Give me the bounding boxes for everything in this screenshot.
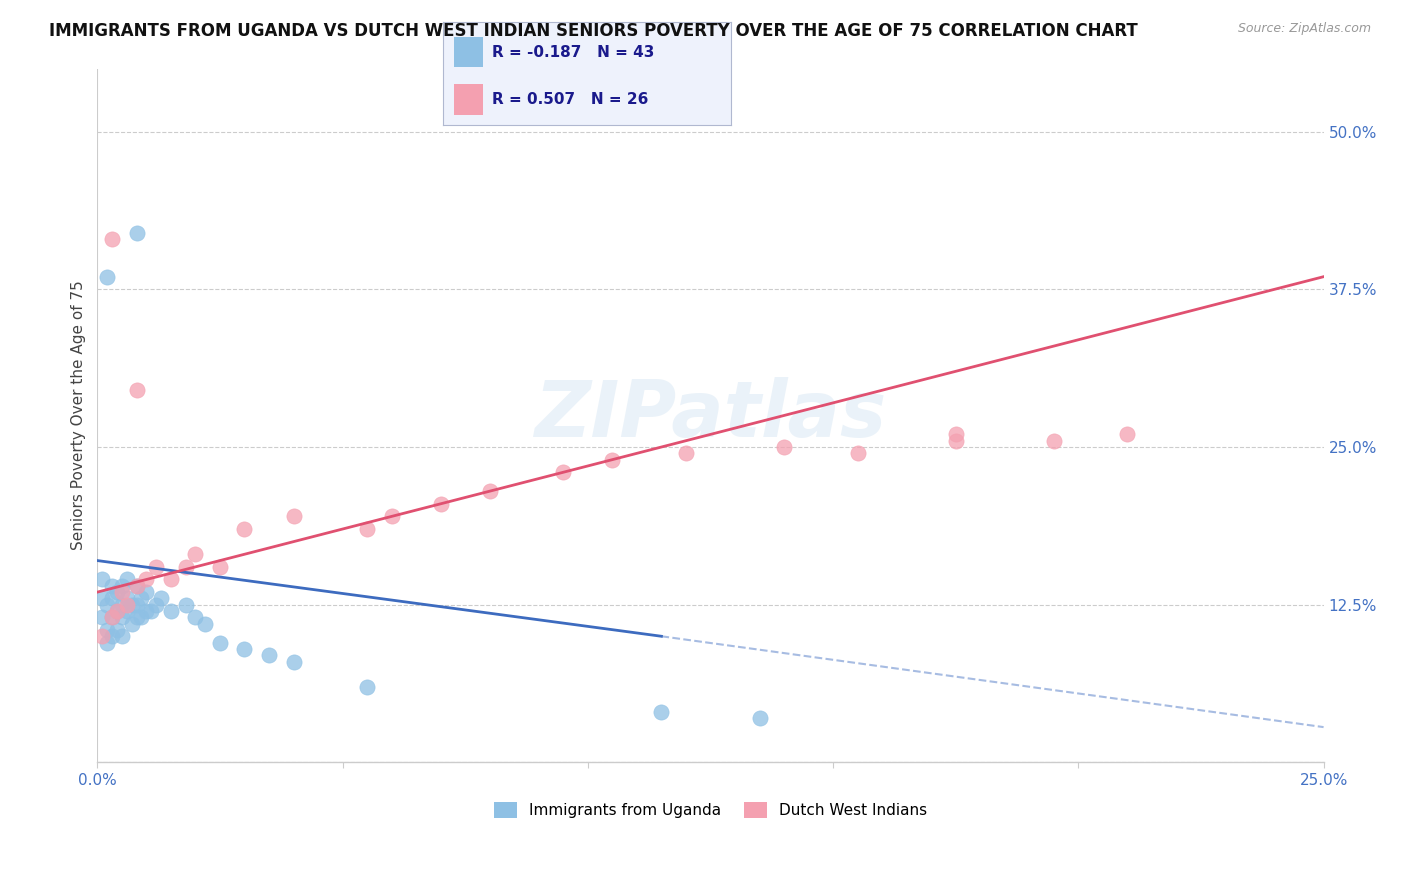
Point bbox=[429, 497, 451, 511]
Point bbox=[160, 573, 183, 587]
Point bbox=[748, 711, 770, 725]
Point bbox=[101, 610, 124, 624]
Point bbox=[208, 560, 231, 574]
Point bbox=[115, 573, 138, 587]
Point bbox=[125, 598, 148, 612]
Text: R = -0.187   N = 43: R = -0.187 N = 43 bbox=[492, 45, 654, 60]
Point bbox=[125, 383, 148, 397]
Text: Source: ZipAtlas.com: Source: ZipAtlas.com bbox=[1237, 22, 1371, 36]
Point bbox=[111, 598, 134, 612]
Point bbox=[945, 434, 967, 448]
Point bbox=[381, 509, 404, 524]
Point bbox=[115, 591, 138, 606]
Point bbox=[233, 641, 256, 656]
Point bbox=[105, 623, 128, 637]
Point bbox=[184, 547, 207, 561]
Point bbox=[125, 610, 148, 624]
Point bbox=[91, 629, 114, 643]
Point bbox=[96, 623, 118, 637]
Point bbox=[283, 655, 305, 669]
Point bbox=[773, 440, 796, 454]
Point bbox=[141, 604, 163, 618]
Point bbox=[1043, 434, 1066, 448]
Point bbox=[101, 579, 124, 593]
Point bbox=[105, 604, 128, 618]
Point bbox=[174, 560, 197, 574]
Point bbox=[125, 226, 148, 240]
Point bbox=[91, 573, 114, 587]
Text: R = 0.507   N = 26: R = 0.507 N = 26 bbox=[492, 92, 648, 107]
Point bbox=[115, 604, 138, 618]
Point bbox=[101, 629, 124, 643]
Point bbox=[101, 232, 124, 246]
Point bbox=[115, 598, 138, 612]
Point bbox=[135, 604, 157, 618]
Point bbox=[101, 610, 124, 624]
Point bbox=[111, 629, 134, 643]
Point bbox=[121, 598, 143, 612]
Point bbox=[356, 680, 378, 694]
Y-axis label: Seniors Poverty Over the Age of 75: Seniors Poverty Over the Age of 75 bbox=[72, 281, 86, 550]
Point bbox=[1116, 427, 1139, 442]
Text: IMMIGRANTS FROM UGANDA VS DUTCH WEST INDIAN SENIORS POVERTY OVER THE AGE OF 75 C: IMMIGRANTS FROM UGANDA VS DUTCH WEST IND… bbox=[49, 22, 1137, 40]
Point bbox=[131, 591, 153, 606]
Bar bbox=[454, 37, 484, 68]
Point bbox=[478, 484, 501, 499]
Bar bbox=[454, 84, 484, 114]
Point bbox=[111, 579, 134, 593]
Point bbox=[111, 585, 134, 599]
Point bbox=[160, 604, 183, 618]
Point bbox=[135, 573, 157, 587]
Point bbox=[91, 610, 114, 624]
Text: ZIPatlas: ZIPatlas bbox=[534, 377, 887, 453]
Point bbox=[145, 598, 167, 612]
Point bbox=[846, 446, 869, 460]
Point bbox=[602, 452, 624, 467]
Point bbox=[96, 598, 118, 612]
Point bbox=[121, 616, 143, 631]
Point bbox=[96, 269, 118, 284]
Point bbox=[174, 598, 197, 612]
Point bbox=[111, 610, 134, 624]
Point bbox=[125, 579, 148, 593]
Point bbox=[233, 522, 256, 536]
Point bbox=[553, 465, 575, 479]
Point bbox=[135, 585, 157, 599]
Point bbox=[96, 635, 118, 649]
Legend: Immigrants from Uganda, Dutch West Indians: Immigrants from Uganda, Dutch West India… bbox=[488, 796, 934, 824]
Point bbox=[945, 427, 967, 442]
Point bbox=[650, 705, 672, 719]
Point bbox=[105, 604, 128, 618]
Point bbox=[105, 585, 128, 599]
Point bbox=[150, 591, 173, 606]
Point bbox=[356, 522, 378, 536]
Point bbox=[283, 509, 305, 524]
Point bbox=[145, 560, 167, 574]
Point bbox=[101, 591, 124, 606]
Point bbox=[131, 610, 153, 624]
Point bbox=[675, 446, 697, 460]
Point bbox=[125, 579, 148, 593]
Point bbox=[208, 635, 231, 649]
Point bbox=[194, 616, 217, 631]
Point bbox=[257, 648, 280, 663]
Point bbox=[184, 610, 207, 624]
Point bbox=[91, 591, 114, 606]
